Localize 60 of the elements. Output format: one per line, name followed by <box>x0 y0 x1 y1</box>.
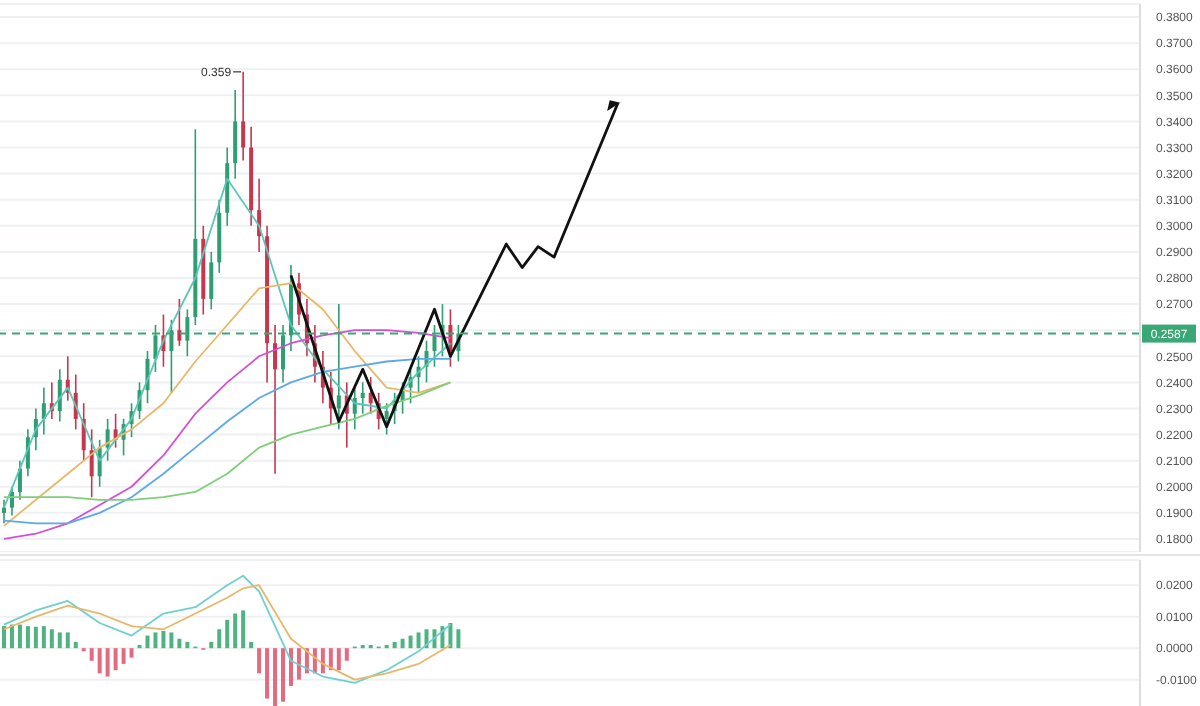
line-series <box>289 101 620 429</box>
candlestick <box>1 499 6 525</box>
bar <box>217 629 222 649</box>
bar <box>296 648 301 680</box>
candlestick <box>177 298 182 347</box>
candlestick <box>360 381 365 415</box>
candlestick <box>241 71 246 162</box>
bar <box>121 648 126 664</box>
bar <box>49 629 54 649</box>
candlestick <box>41 386 46 436</box>
bar <box>344 648 349 661</box>
bar <box>392 641 397 649</box>
bar <box>336 648 341 671</box>
bar <box>249 641 254 649</box>
bar <box>113 648 118 671</box>
bar <box>273 648 278 706</box>
candlestick <box>209 251 214 311</box>
bar <box>328 648 333 671</box>
bar <box>257 648 262 674</box>
bar <box>233 613 238 649</box>
bar <box>17 624 22 649</box>
bar <box>241 610 246 649</box>
bar <box>33 626 38 649</box>
line-series <box>3 282 452 527</box>
bar <box>408 635 413 649</box>
bar <box>416 632 421 649</box>
bar <box>456 629 461 649</box>
line-series <box>3 358 452 525</box>
bar <box>9 624 14 649</box>
bar <box>281 648 286 702</box>
bar <box>440 626 445 649</box>
bar <box>73 641 78 649</box>
bar <box>1 626 6 649</box>
candlestick <box>384 402 389 436</box>
bar <box>97 648 102 674</box>
bar <box>225 619 230 649</box>
bar <box>129 648 134 658</box>
bar <box>153 632 158 649</box>
line-series <box>3 381 452 501</box>
candlestick <box>273 324 278 475</box>
bar <box>288 648 293 686</box>
bar <box>145 635 150 649</box>
bar <box>57 632 62 649</box>
candlestick <box>57 368 62 423</box>
bar <box>265 648 270 699</box>
bar <box>169 632 174 649</box>
bar <box>400 638 405 649</box>
bar <box>89 648 94 661</box>
bar <box>320 648 325 674</box>
bar <box>161 630 166 649</box>
bar <box>105 648 110 677</box>
candlestick <box>233 89 238 180</box>
bar <box>209 641 214 649</box>
candlestick <box>89 428 94 498</box>
bar <box>41 626 46 649</box>
bar <box>185 641 190 649</box>
bar <box>25 626 30 649</box>
candlestick <box>352 386 357 431</box>
bar <box>177 638 182 649</box>
bar <box>65 632 70 649</box>
